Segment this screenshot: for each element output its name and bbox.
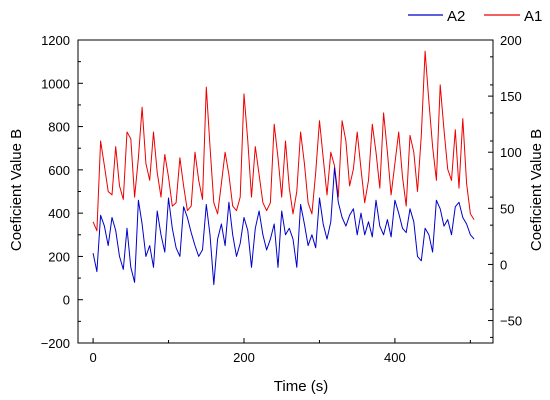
y-axis-right-label: Coeficient Value B <box>528 129 545 251</box>
y-left-tick-label: 200 <box>48 249 70 264</box>
y-right-tick-label: 200 <box>500 33 522 48</box>
legend: A2 A1 <box>408 8 542 25</box>
y-right-tick-label: 0 <box>500 257 507 272</box>
series-line-a2 <box>92 167 475 286</box>
y-left-tick-label: 600 <box>48 163 70 178</box>
y-right-tick-label: 150 <box>500 89 522 104</box>
y-left-tick-label: 1000 <box>41 76 70 91</box>
axes-layer: −200 0 200 400 600 800 1000 1200 −50 0 50 100 150 200… <box>41 33 522 365</box>
y-left-tick-label: 0 <box>63 293 70 308</box>
legend-label-a1: A1 <box>524 8 542 25</box>
y-left-tick-label: −200 <box>41 336 70 351</box>
x-axis-label: Time (s) <box>274 378 328 395</box>
y-right-tick-label: 50 <box>500 201 514 216</box>
y-right-tick-label: −50 <box>500 314 522 329</box>
y-right-tick-label: 100 <box>500 145 522 160</box>
series-layer <box>92 50 475 286</box>
plot-frame <box>77 39 494 344</box>
y-left-tick-label: 800 <box>48 120 70 135</box>
legend-label-a2: A2 <box>447 8 465 25</box>
y-axis-left-label: Coeficient Value B <box>8 129 25 251</box>
x-tick-label: 200 <box>233 350 255 365</box>
x-tick-label: 400 <box>384 350 406 365</box>
x-tick-label: 0 <box>89 350 96 365</box>
y-left-tick-label: 1200 <box>41 33 70 48</box>
series-line-a1 <box>92 50 475 232</box>
y-left-tick-label: 400 <box>48 206 70 221</box>
